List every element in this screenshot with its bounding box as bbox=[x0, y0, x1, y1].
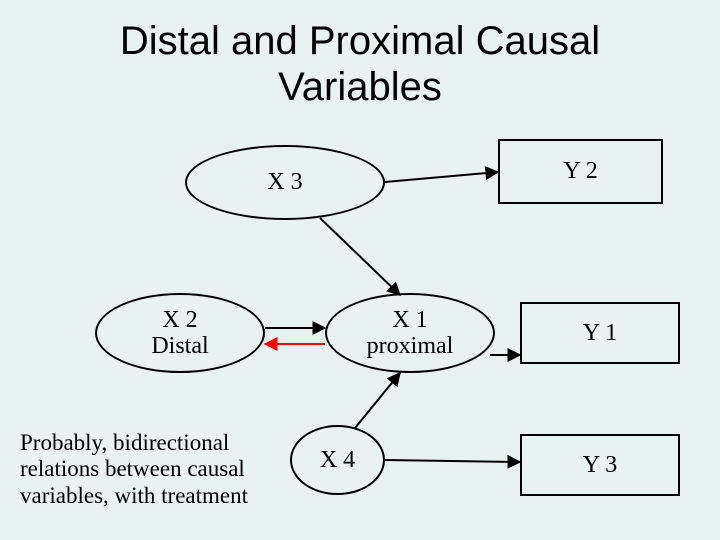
node-x3: X 3 bbox=[185, 145, 385, 220]
node-y3-label: Y 3 bbox=[583, 452, 617, 478]
edge-x4-y3 bbox=[385, 460, 520, 462]
node-y2-label: Y 2 bbox=[563, 158, 597, 184]
title-line-2: Variables bbox=[0, 64, 720, 110]
node-x2: X 2 Distal bbox=[95, 293, 265, 373]
node-y1-label: Y 1 bbox=[583, 320, 617, 346]
node-x4-label: X 4 bbox=[320, 447, 355, 473]
title-line-1: Distal and Proximal Causal bbox=[0, 18, 720, 64]
node-x1: X 1 proximal bbox=[325, 293, 495, 373]
node-x3-label: X 3 bbox=[267, 169, 302, 195]
node-y3: Y 3 bbox=[520, 434, 680, 496]
node-x1-label: X 1 proximal bbox=[367, 307, 454, 360]
page-title: Distal and Proximal Causal Variables bbox=[0, 18, 720, 110]
node-y1: Y 1 bbox=[520, 302, 680, 364]
node-y2: Y 2 bbox=[498, 139, 663, 204]
node-x4: X 4 bbox=[290, 425, 385, 495]
edge-x3-y2 bbox=[385, 172, 498, 182]
edge-x4-x1 bbox=[355, 373, 400, 428]
node-x2-label: X 2 Distal bbox=[151, 307, 208, 360]
edge-x3-x1 bbox=[320, 218, 400, 295]
caption-text: Probably, bidirectional relations betwee… bbox=[20, 430, 248, 509]
